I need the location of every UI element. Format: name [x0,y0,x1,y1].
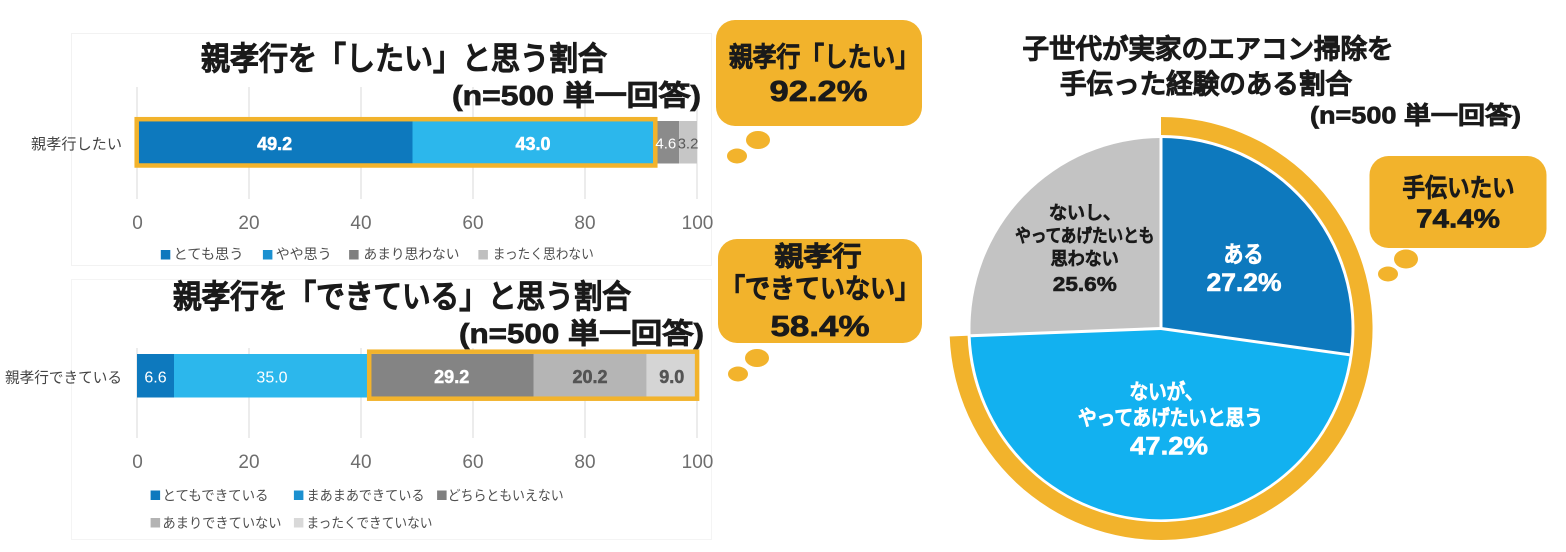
svg-text:58.4%: 58.4% [771,311,870,343]
svg-text:35.0: 35.0 [256,370,287,387]
svg-text:あまりできていない: あまりできていない [163,515,282,531]
svg-text:92.2%: 92.2% [770,76,868,108]
svg-text:20: 20 [238,452,259,473]
svg-text:(n=500 単一回答): (n=500 単一回答) [1310,102,1521,130]
svg-text:あまり思わない: あまり思わない [364,246,460,262]
svg-text:49.2: 49.2 [257,134,292,154]
svg-text:どちらともいえない: どちらともいえない [448,488,564,504]
svg-text:60: 60 [462,213,483,234]
svg-text:ないが、: ないが、 [1130,380,1204,404]
svg-text:やってあげたいとも: やってあげたいとも [1015,226,1154,246]
svg-text:80: 80 [574,213,595,234]
svg-text:ある: ある [1224,241,1264,267]
svg-text:「できていない」: 「できていない」 [720,273,920,304]
svg-text:100: 100 [682,213,714,234]
svg-text:やや思う: やや思う [276,246,332,262]
svg-text:まったく思わない: まったく思わない [493,246,594,262]
svg-text:60: 60 [462,452,483,473]
svg-text:(n=500 単一回答): (n=500 単一回答) [459,317,704,349]
svg-text:親孝行: 親孝行 [775,241,862,272]
svg-text:74.4%: 74.4% [1416,204,1500,234]
svg-text:ないし、: ないし、 [1049,203,1121,223]
svg-text:とてもできている: とてもできている [163,488,269,504]
svg-text:親孝行「したい」: 親孝行「したい」 [729,42,919,73]
svg-text:手伝いたい: 手伝いたい [1403,174,1515,203]
svg-text:40: 40 [350,213,371,234]
svg-text:親孝行を「できている」と思う割合: 親孝行を「できている」と思う割合 [173,279,631,315]
svg-text:まったくできていない: まったくできていない [307,515,433,531]
svg-text:25.6%: 25.6% [1053,274,1117,296]
svg-text:27.2%: 27.2% [1207,269,1282,297]
svg-text:まあまあできている: まあまあできている [307,488,425,504]
svg-text:子世代が実家のエアコン掃除を: 子世代が実家のエアコン掃除を [1023,34,1394,65]
svg-text:4.6: 4.6 [655,136,676,153]
svg-text:親孝行を「したい」と思う割合: 親孝行を「したい」と思う割合 [201,41,607,77]
svg-text:40: 40 [350,452,371,473]
svg-text:親孝行できている: 親孝行できている [5,370,122,387]
svg-text:29.2: 29.2 [434,367,469,387]
svg-text:9.0: 9.0 [659,367,684,387]
svg-text:0: 0 [132,213,143,234]
svg-text:47.2%: 47.2% [1130,433,1208,461]
svg-text:3.2: 3.2 [678,136,699,153]
svg-text:(n=500 単一回答): (n=500 単一回答) [452,79,701,111]
svg-text:親孝行したい: 親孝行したい [31,136,122,153]
svg-text:とても思う: とても思う [174,246,244,262]
svg-text:20.2: 20.2 [572,367,607,387]
svg-text:0: 0 [132,452,143,473]
svg-text:20: 20 [238,213,259,234]
svg-text:6.6: 6.6 [144,370,166,387]
svg-text:手伝った経験のある割合: 手伝った経験のある割合 [1060,69,1352,100]
svg-text:100: 100 [682,452,714,473]
svg-text:80: 80 [574,452,595,473]
svg-text:43.0: 43.0 [515,134,550,154]
svg-text:思わない: 思わない [1051,249,1119,269]
svg-text:やってあげたいと思う: やってあげたいと思う [1078,407,1263,430]
